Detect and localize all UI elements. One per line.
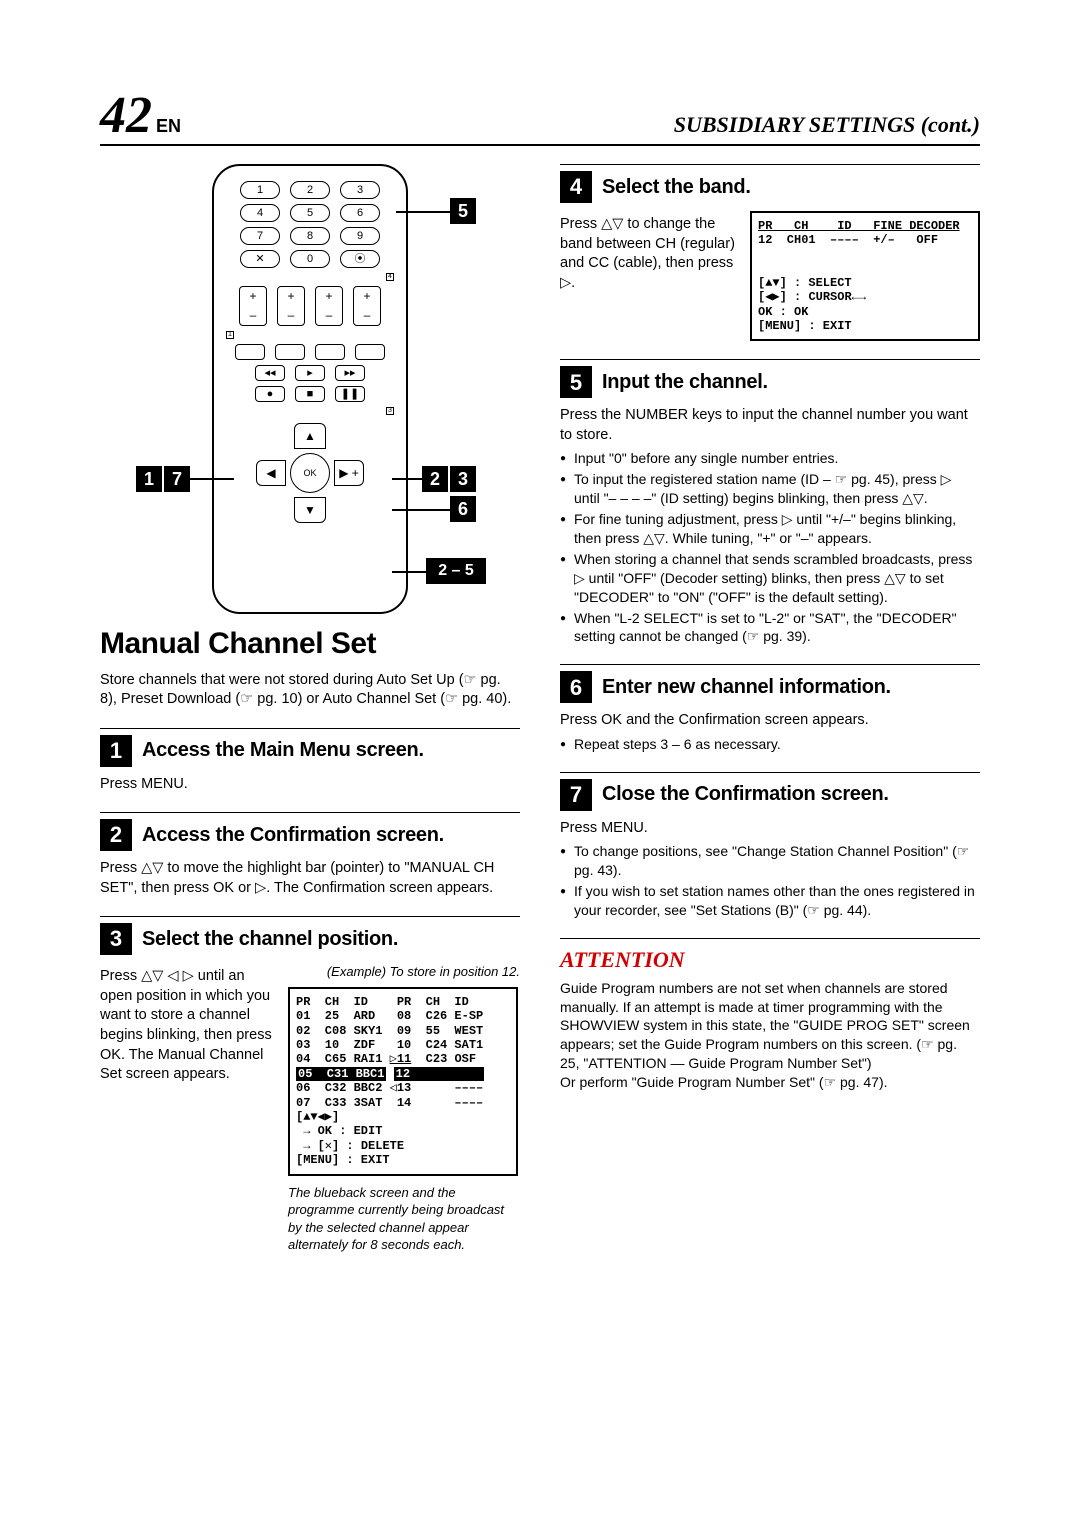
callout-range: 2 – 5 (426, 558, 486, 584)
attention-body: Guide Program numbers are not set when c… (560, 979, 980, 1073)
step-2-body: Press △▽ to move the highlight bar (poin… (100, 859, 520, 898)
callout-5: 5 (450, 198, 476, 224)
small-marker-4: 4 (386, 273, 394, 281)
attention-body2: Or perform "Guide Program Number Set" (☞… (560, 1073, 980, 1092)
callout-6: 6 (450, 496, 476, 522)
page-lang: EN (156, 116, 181, 136)
step-badge: 6 (560, 671, 592, 703)
bullet: Repeat steps 3 – 6 as necessary. (560, 735, 980, 754)
example-label: (Example) To store in position 12. (288, 963, 520, 981)
step-3-head: 3 Select the channel position. (100, 916, 520, 955)
step-3-body: Press △▽ ◁ ▷ until an open position in w… (100, 967, 274, 1084)
callout-7: 7 (164, 466, 190, 492)
step-badge: 5 (560, 366, 592, 398)
step-2-head: 2 Access the Confirmation screen. (100, 812, 520, 851)
section-title: SUBSIDIARY SETTINGS (cont.) (674, 110, 980, 140)
attention-title: ATTENTION (560, 945, 980, 975)
small-marker-1: 1 (226, 331, 234, 339)
step-title: Close the Confirmation screen. (602, 781, 889, 808)
step-6-head: 6 Enter new channel information. (560, 664, 980, 703)
osd-band: PR CH ID FINE DECODER 12 CH01 –––– +/– O… (750, 211, 980, 341)
step-1-head: 1 Access the Main Menu screen. (100, 728, 520, 767)
intro-text: Store channels that were not stored duri… (100, 671, 520, 710)
step-title: Access the Main Menu screen. (142, 737, 424, 764)
step-badge: 3 (100, 923, 132, 955)
step-1-body: Press MENU. (100, 775, 520, 795)
remote-body: 123 456 789 ✕0⦿ 4 +– +– +– +– 1 ◂◂▸▸▸ ●■… (212, 164, 408, 614)
main-title: Manual Channel Set (100, 624, 520, 665)
callout-1: 1 (136, 466, 162, 492)
bullet: To change positions, see "Change Station… (560, 842, 980, 880)
step-6-body: Press OK and the Confirmation screen app… (560, 711, 980, 731)
bullet: When "L-2 SELECT" is set to "L-2" or "SA… (560, 609, 980, 647)
step-5-body: Press the NUMBER keys to input the chann… (560, 406, 980, 445)
bullet: When storing a channel that sends scramb… (560, 550, 980, 607)
osd-band-header: PR CH ID FINE DECODER (758, 219, 960, 233)
step-title: Input the channel. (602, 369, 768, 396)
osd-band-line: 12 CH01 –––– +/– OFF (758, 233, 938, 247)
step-badge: 4 (560, 171, 592, 203)
step-7-body: Press MENU. (560, 819, 980, 839)
remote-diagram: 123 456 789 ✕0⦿ 4 +– +– +– +– 1 ◂◂▸▸▸ ●■… (100, 164, 520, 614)
step-4-body: Press △▽ to change the band between CH (… (560, 215, 736, 293)
page-header: 42EN SUBSIDIARY SETTINGS (cont.) (100, 90, 980, 146)
step-title: Select the band. (602, 174, 751, 201)
dpad: ▲ ▼ ◀ ▶ + OK (250, 423, 370, 523)
step-badge: 2 (100, 819, 132, 851)
left-column: 123 456 789 ✕0⦿ 4 +– +– +– +– 1 ◂◂▸▸▸ ●■… (100, 164, 520, 1254)
bullet: For fine tuning adjustment, press ▷ unti… (560, 510, 980, 548)
bullet: If you wish to set station names other t… (560, 882, 980, 920)
page-number: 42EN (100, 90, 181, 142)
attention-box: ATTENTION Guide Program numbers are not … (560, 938, 980, 1092)
step-7-head: 7 Close the Confirmation screen. (560, 772, 980, 811)
step-5-bullets: Input "0" before any single number entri… (560, 449, 980, 646)
step-4-head: 4 Select the band. (560, 164, 980, 203)
ok-button-graphic: OK (290, 453, 330, 493)
osd-confirm: PR CH ID PR CH ID 01 25 ARD 08 C26 E-SP … (288, 987, 518, 1176)
step-badge: 7 (560, 779, 592, 811)
small-marker-3: 3 (386, 407, 394, 415)
osd-caption: The blueback screen and the programme cu… (288, 1184, 520, 1254)
right-column: 4 Select the band. Press △▽ to change th… (560, 164, 980, 1254)
step-title: Enter new channel information. (602, 674, 891, 701)
callout-3: 3 (450, 466, 476, 492)
page-num-value: 42 (100, 87, 152, 144)
callout-2: 2 (422, 466, 448, 492)
bullet: To input the registered station name (ID… (560, 470, 980, 508)
bullet: Input "0" before any single number entri… (560, 449, 980, 468)
step-5-head: 5 Input the channel. (560, 359, 980, 398)
step-title: Access the Confirmation screen. (142, 822, 444, 849)
step-badge: 1 (100, 735, 132, 767)
step-title: Select the channel position. (142, 926, 398, 953)
